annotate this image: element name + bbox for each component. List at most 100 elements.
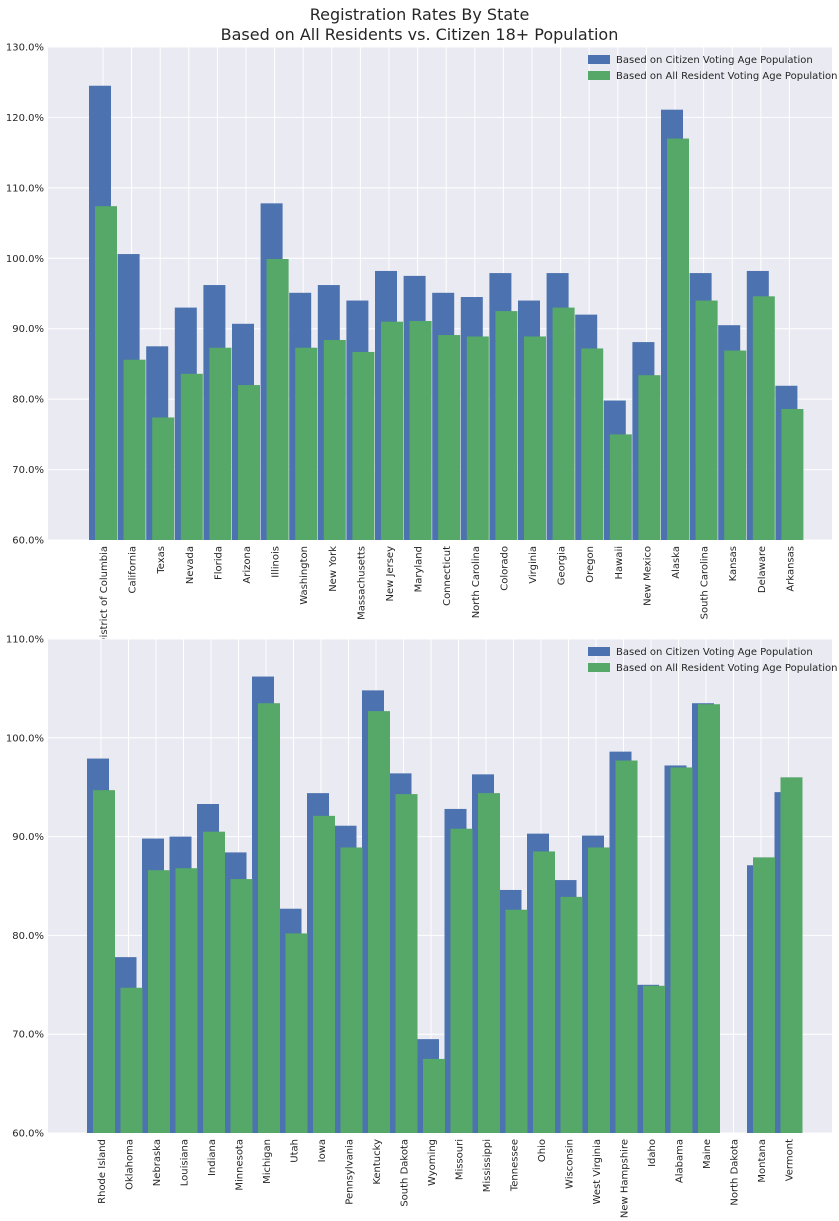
bar-resident	[230, 879, 253, 1133]
bar-resident	[780, 777, 803, 1133]
x-tick-label: Georgia	[557, 546, 568, 585]
x-tick-label: Nebraska	[152, 1139, 163, 1186]
bar-resident	[724, 350, 747, 540]
bar-resident	[423, 1058, 445, 1133]
bar-resident	[588, 847, 610, 1133]
legend-label-resident: Based on All Resident Voting Age Populat…	[616, 71, 837, 82]
x-tick-label: New Jersey	[385, 546, 396, 602]
x-tick-label: Minnesota	[235, 1139, 246, 1191]
chart-title-line1: Registration Rates By State	[309, 5, 530, 24]
bar-resident	[368, 711, 390, 1133]
y-tick-label: 130.0%	[6, 43, 44, 54]
bar-resident	[266, 258, 289, 540]
x-tick-label: New Hampshire	[620, 1139, 631, 1218]
bar-resident	[667, 138, 689, 541]
bar-resident	[615, 760, 638, 1133]
x-tick-label: South Dakota	[400, 1139, 411, 1207]
x-tick-label: South Carolina	[700, 546, 711, 619]
bar-resident	[781, 409, 804, 540]
bar-resident	[505, 909, 528, 1133]
bar-resident	[323, 339, 346, 540]
legend-swatch-citizen	[588, 55, 610, 64]
legend-label-citizen: Based on Citizen Voting Age Population	[616, 647, 813, 658]
x-tick-label: Washington	[299, 546, 310, 605]
bar-resident	[93, 790, 115, 1133]
x-tick-label: Wyoming	[427, 1139, 438, 1186]
bar-resident	[495, 311, 518, 540]
x-tick-label: Tennessee	[510, 1139, 521, 1192]
bar-resident	[438, 335, 461, 540]
bar-resident	[258, 703, 280, 1133]
y-tick-label: 100.0%	[6, 254, 44, 265]
x-tick-label: Montana	[757, 1139, 768, 1183]
x-tick-label: New Mexico	[642, 546, 653, 606]
x-tick-label: Utah	[290, 1139, 301, 1163]
x-tick-label: Virginia	[528, 546, 539, 584]
bar-resident	[638, 375, 661, 540]
bar-resident	[180, 373, 203, 540]
x-tick-label: Colorado	[499, 546, 510, 591]
bar-resident	[152, 417, 175, 540]
bar-chart-top: 60.0% 70.0% 80.0% 90.0% 100.0% 110.0% 120.0% 13…	[6, 43, 838, 641]
y-tick-label: 120.0%	[6, 113, 44, 124]
bar-resident	[581, 348, 604, 540]
x-tick-label: Illinois	[271, 546, 282, 578]
x-tick-label: Rhode Island	[97, 1139, 108, 1204]
bar-resident	[295, 347, 318, 540]
x-tick-label: Vermont	[785, 1139, 796, 1181]
bar-resident	[285, 933, 308, 1133]
bar-resident	[478, 793, 500, 1133]
bar-resident	[560, 896, 583, 1133]
bar-resident	[148, 870, 170, 1133]
bar-resident	[643, 985, 665, 1133]
legend-label-citizen: Based on Citizen Voting Age Population	[616, 55, 813, 66]
x-tick-label: Connecticut	[442, 546, 453, 606]
y-tick-label: 70.0%	[12, 1030, 44, 1041]
x-tick-label: Ohio	[537, 1139, 548, 1162]
bar-resident	[450, 828, 473, 1133]
x-tick-label: Arizona	[242, 546, 253, 584]
bar-resident	[395, 794, 418, 1133]
bar-resident	[95, 206, 117, 540]
x-tick-label: Kentucky	[372, 1139, 383, 1185]
bar-resident	[695, 300, 718, 540]
x-tick-label: Nevada	[185, 546, 196, 584]
bar-resident	[340, 847, 363, 1133]
x-tick-label: Pennsylvania	[345, 1139, 356, 1205]
x-tick-label: Massachusetts	[356, 546, 367, 620]
x-tick-label: New York	[328, 546, 339, 592]
x-tick-label: Texas	[156, 546, 167, 575]
bar-resident	[698, 704, 720, 1133]
bar-resident	[381, 321, 403, 540]
y-tick-label: 70.0%	[12, 465, 44, 476]
bar-resident	[409, 320, 432, 540]
x-tick-label: Arkansas	[785, 546, 796, 592]
x-tick-label: Missouri	[455, 1139, 466, 1180]
x-tick-label: Idaho	[647, 1139, 658, 1167]
y-tick-label: 60.0%	[12, 1129, 44, 1140]
bar-resident	[352, 351, 375, 540]
bar-resident	[752, 296, 775, 540]
x-tick-label: West Virginia	[592, 1139, 603, 1204]
y-tick-label: 110.0%	[6, 183, 44, 194]
x-tick-label: Alabama	[675, 1139, 686, 1183]
x-tick-label: Kansas	[728, 546, 739, 581]
bar-resident	[753, 857, 775, 1133]
y-tick-label: 80.0%	[12, 931, 44, 942]
bar-resident	[533, 851, 555, 1133]
y-tick-label: 90.0%	[12, 324, 44, 335]
x-tick-label: Hawaii	[614, 546, 625, 580]
x-tick-label: Alaska	[671, 546, 682, 579]
x-tick-label: Oklahoma	[125, 1139, 136, 1190]
x-tick-label: Wisconsin	[565, 1139, 576, 1189]
x-tick-label: Louisiana	[180, 1139, 191, 1186]
bar-resident	[238, 385, 260, 540]
bar-resident	[524, 336, 546, 540]
x-tick-label: Maine	[702, 1139, 713, 1169]
x-tick-label: North Dakota	[730, 1139, 741, 1206]
bar-resident	[552, 307, 575, 540]
bar-resident	[203, 831, 225, 1133]
bar-resident	[209, 347, 232, 540]
chart-title-line2: Based on All Residents vs. Citizen 18+ P…	[220, 25, 619, 44]
